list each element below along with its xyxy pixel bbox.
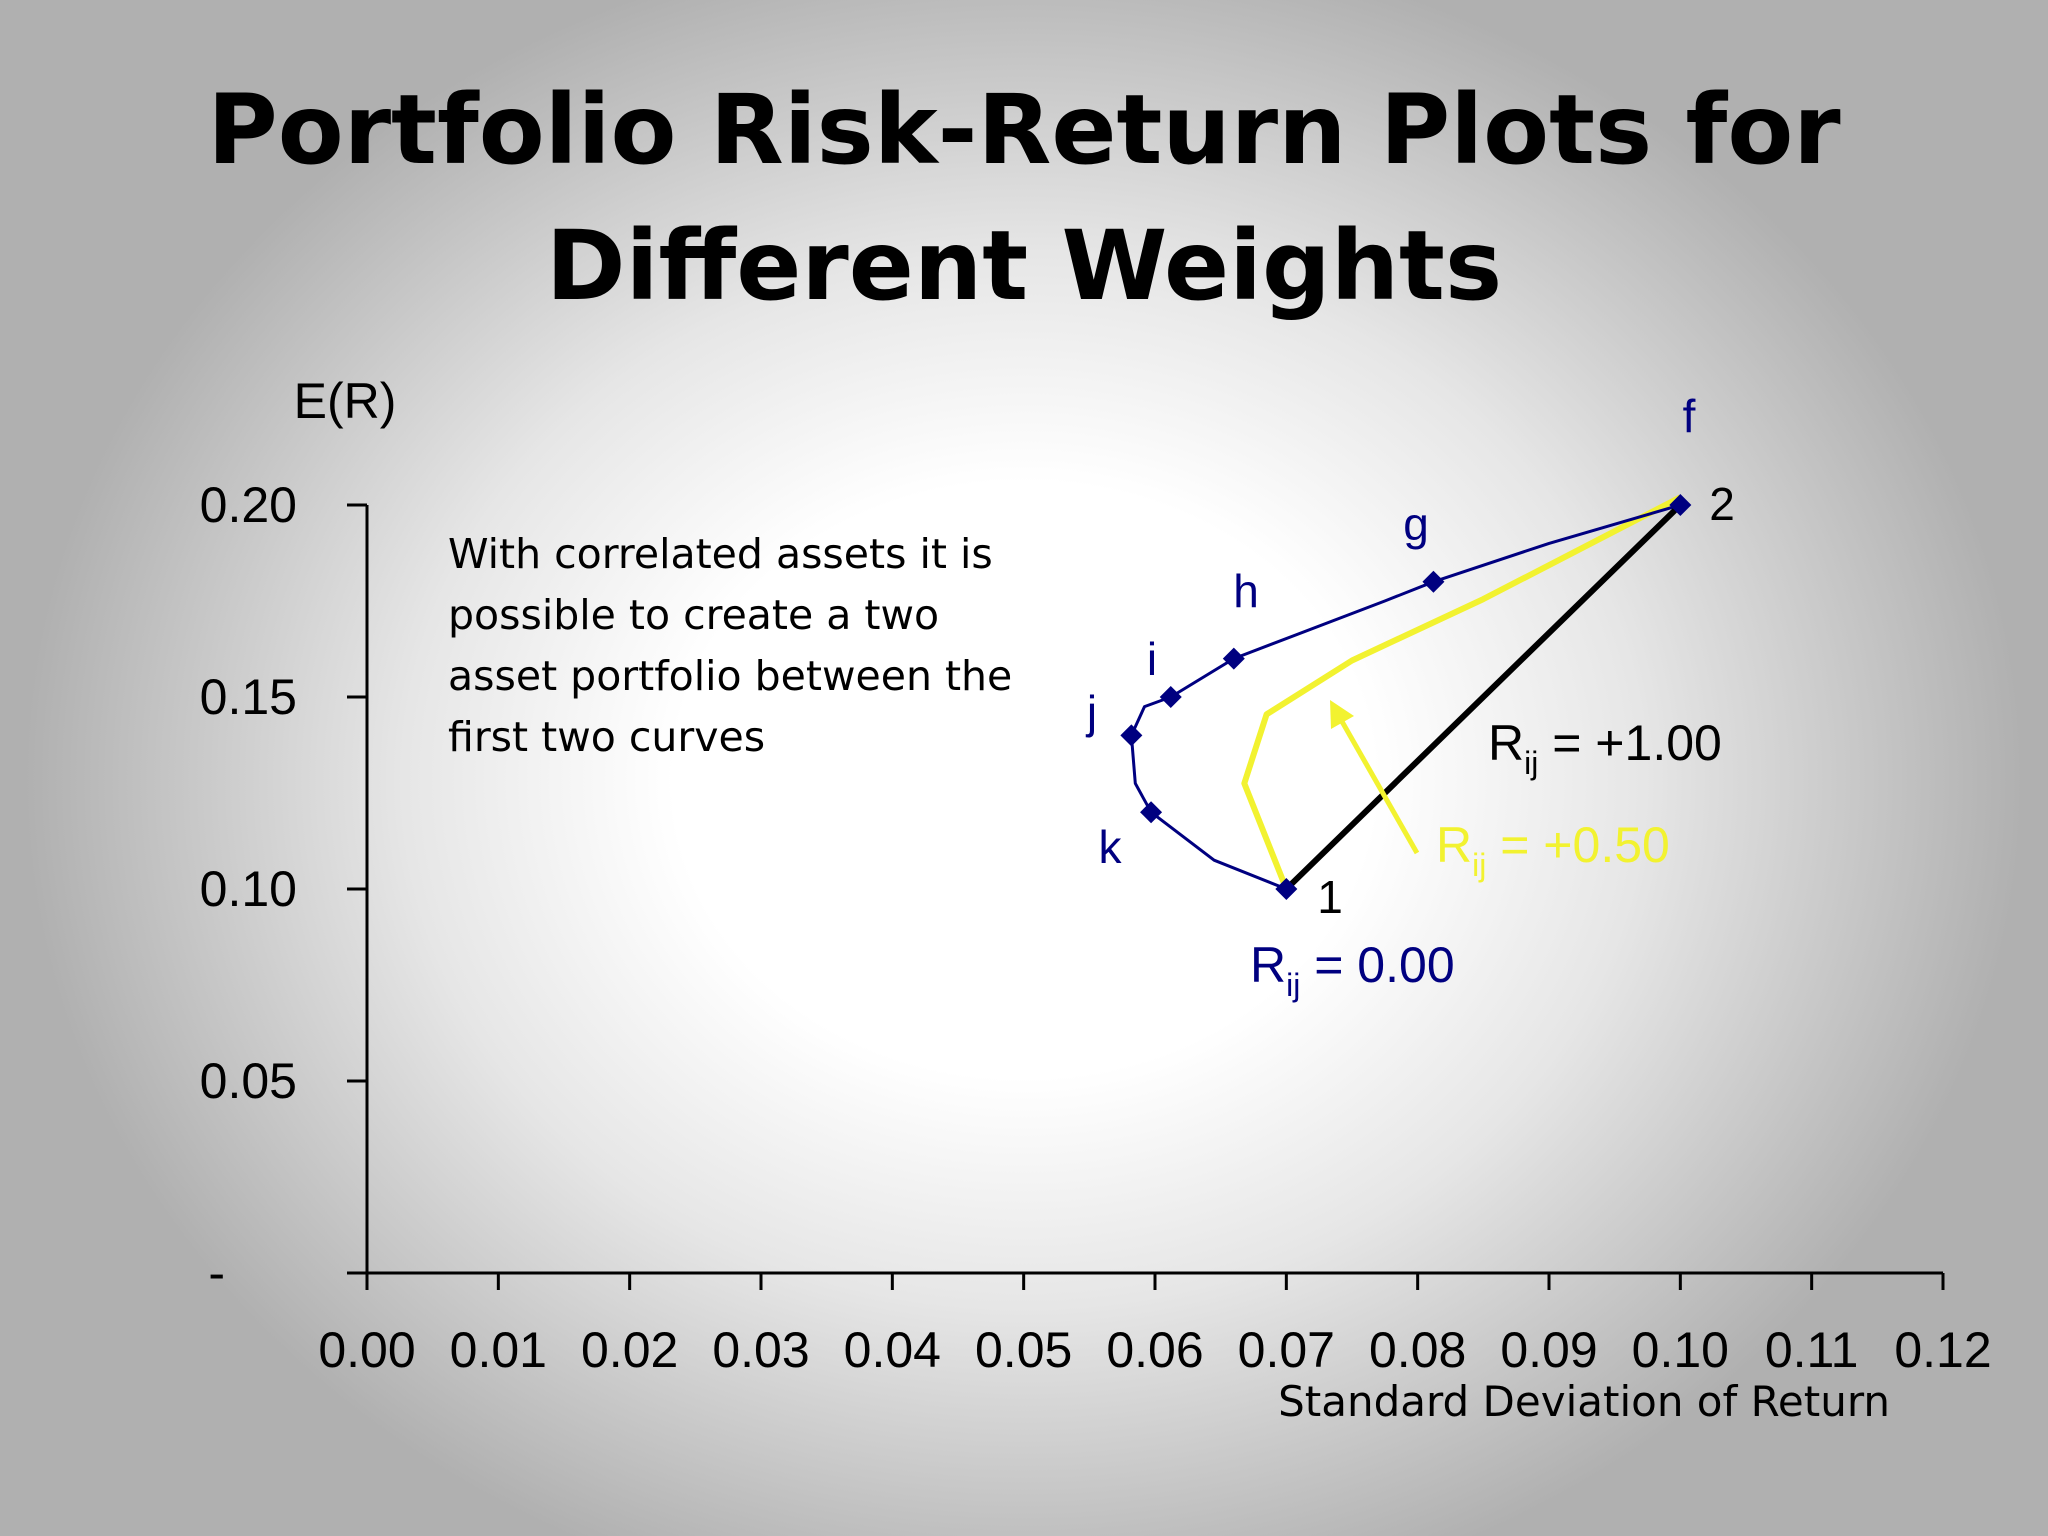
point-label: k xyxy=(1099,821,1123,873)
x-tick-label: 0.11 xyxy=(1765,1322,1859,1378)
correlation-label-r050: Rij = +0.50 xyxy=(1436,817,1670,883)
y-axis-label: E(R) xyxy=(294,373,397,429)
x-tick-label: 0.08 xyxy=(1369,1322,1466,1378)
x-tick-label: 0.06 xyxy=(1106,1322,1203,1378)
x-tick-label: 0.00 xyxy=(318,1322,415,1378)
y-tick-label: 0.05 xyxy=(200,1053,297,1109)
arrow-shaft xyxy=(1337,716,1420,855)
data-point-marker xyxy=(1159,686,1182,708)
point-label: g xyxy=(1403,498,1429,550)
data-point-marker xyxy=(1275,878,1298,900)
x-tick-label: 0.04 xyxy=(844,1322,941,1378)
x-tick-label: 0.10 xyxy=(1632,1322,1729,1378)
slide-title: Portfolio Risk-Return Plots for Differen… xyxy=(0,62,2048,334)
annotation-arrow xyxy=(1330,700,1420,855)
data-point-marker xyxy=(1669,494,1692,516)
x-tick-label: 0.07 xyxy=(1238,1322,1335,1378)
data-point-marker xyxy=(1222,647,1245,670)
slide-title-line-2: Different Weights xyxy=(545,210,1503,322)
curves xyxy=(1129,494,1683,892)
point-label: 1 xyxy=(1317,871,1343,923)
point-label: f xyxy=(1683,390,1696,442)
x-tick-label: 0.02 xyxy=(581,1322,678,1378)
axes: 0.00 0.01 0.02 0.03 0.04 0.05 0.06 0.07 0.08 0.09… xyxy=(200,477,1992,1378)
series-line-r100 xyxy=(1284,502,1683,892)
x-tick-label: 0.09 xyxy=(1500,1322,1597,1378)
series-line-r000 xyxy=(1129,503,1681,891)
point-label: i xyxy=(1147,633,1157,685)
markers xyxy=(1120,494,1692,900)
correlation-label-r000: Rij = 0.00 xyxy=(1250,937,1455,1003)
y-tick-label: 0.20 xyxy=(200,477,297,533)
point-label: j xyxy=(1085,686,1097,738)
labels: f g h ij k 1 2 Rij = 0.00 Rij = +0.50 Rij = +1.00 xyxy=(1085,390,1735,1003)
y-tick-label: 0.15 xyxy=(200,669,297,725)
x-tick-label: 0.12 xyxy=(1894,1322,1991,1378)
series-line-r050 xyxy=(1241,494,1682,891)
x-tick-label: 0.01 xyxy=(450,1322,547,1378)
y-tick-label: 0.10 xyxy=(200,861,297,917)
data-point-marker xyxy=(1422,570,1445,593)
data-point-marker xyxy=(1120,724,1143,747)
note-text: With correlated assets it is possible to… xyxy=(448,530,1013,761)
point-label: 2 xyxy=(1709,478,1735,530)
slide-title-line-1: Portfolio Risk-Return Plots for xyxy=(207,74,1841,186)
y-tick-label: - xyxy=(208,1245,225,1301)
x-axis-label: Standard Deviation of Return xyxy=(1278,1377,1890,1426)
correlation-label-r100: Rij = +1.00 xyxy=(1488,715,1722,781)
x-tick-label: 0.05 xyxy=(975,1322,1072,1378)
point-label: h xyxy=(1233,565,1259,617)
data-point-marker xyxy=(1140,801,1163,824)
arrow-head xyxy=(1330,700,1354,729)
x-tick-label: 0.03 xyxy=(712,1322,809,1378)
